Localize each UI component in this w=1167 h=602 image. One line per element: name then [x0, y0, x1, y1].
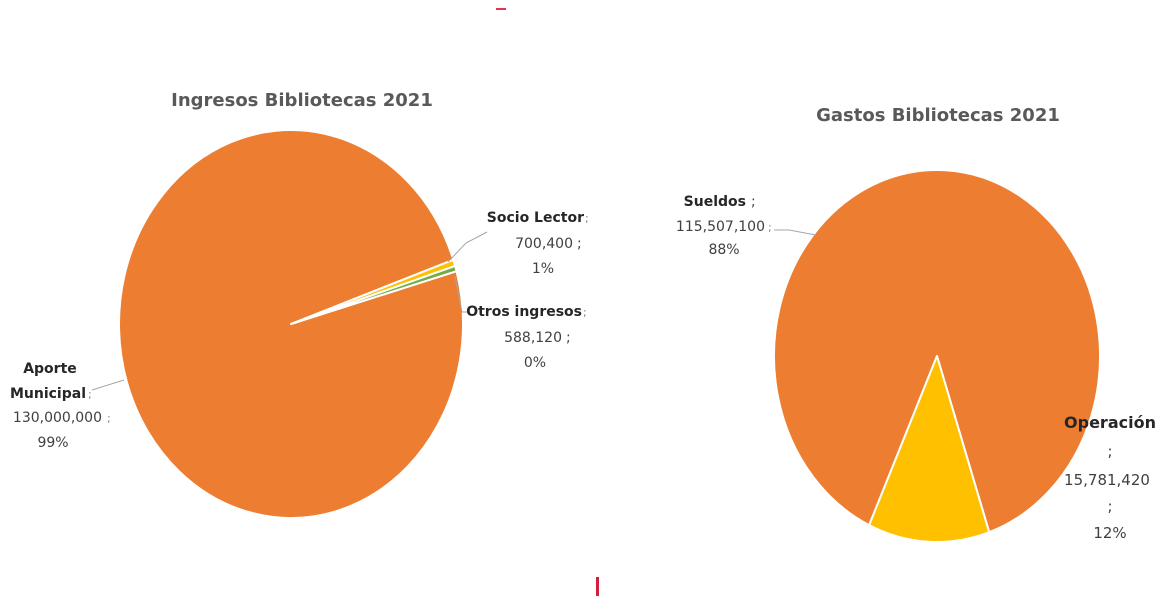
pie-gastos-slices [773, 169, 1101, 543]
slice-label-percent: 88% [708, 242, 739, 258]
slice-label-percent: 1% [532, 261, 554, 277]
slice-label-name-line2: Municipal [10, 386, 86, 402]
separator: ; [583, 306, 587, 319]
separator: ; [585, 212, 589, 225]
leader-line-aporte-municipal [91, 379, 125, 391]
slice-label-percent: 99% [37, 435, 68, 451]
separator: ; [751, 194, 756, 210]
separator: ; [1107, 497, 1112, 515]
pie-slice-otros-ingresos [290, 264, 458, 325]
chart-title-gastos: Gastos Bibliotecas 2021 [816, 105, 1060, 126]
pie-chart-gastos: Gastos Bibliotecas 2021 Sueldos ; 115,50… [676, 105, 1156, 543]
slice-label-value: 588,120 [504, 330, 562, 346]
data-label-operacion: Operación ; 15,781,420 ; 12% [1064, 413, 1156, 542]
separator: ; [768, 221, 772, 234]
chart-title-ingresos: Ingresos Bibliotecas 2021 [171, 90, 433, 111]
slice-label-percent: 0% [524, 355, 546, 371]
data-label-sueldos: Sueldos ; 115,507,100 ; 88% [676, 194, 772, 258]
slice-label-percent: 12% [1093, 524, 1126, 542]
top-accent-mark [496, 8, 506, 10]
slice-label-value: 15,781,420 [1064, 471, 1150, 489]
leader-line-socio-lector [447, 231, 488, 263]
separator: ; [577, 236, 582, 252]
slice-label-value: 700,400 [515, 236, 573, 252]
pie-slice-operacion [868, 355, 991, 543]
slice-label-name: Operación [1064, 413, 1156, 432]
separator: ; [1107, 442, 1112, 460]
pie-slice-sueldos [773, 169, 1101, 534]
data-label-otros-ingresos: Otros ingresos ; 588,120 ; 0% [466, 304, 587, 371]
separator: ; [107, 412, 111, 425]
slice-label-name-line1: Aporte [23, 361, 77, 377]
slice-label-name: Socio Lector [487, 210, 584, 226]
leader-line-otros-ingresos [454, 275, 470, 313]
slice-label-value: 130,000,000 [13, 410, 102, 426]
slice-label-value: 115,507,100 [676, 219, 765, 235]
data-label-aporte-municipal: Aporte Municipal ; 130,000,000 ; 99% [10, 361, 111, 451]
leader-line-sueldos [774, 229, 817, 236]
separator: ; [88, 388, 92, 401]
separator: ; [566, 330, 571, 346]
slice-label-name: Otros ingresos [466, 304, 582, 320]
data-label-socio-lector: Socio Lector ; 700,400 ; 1% [487, 210, 589, 277]
slice-label-name: Sueldos [684, 194, 746, 210]
pie-ingresos-slices [118, 129, 464, 519]
pie-chart-ingresos: Ingresos Bibliotecas 2021 Socio Lector ;… [10, 90, 589, 519]
bottom-accent-mark [596, 577, 599, 596]
